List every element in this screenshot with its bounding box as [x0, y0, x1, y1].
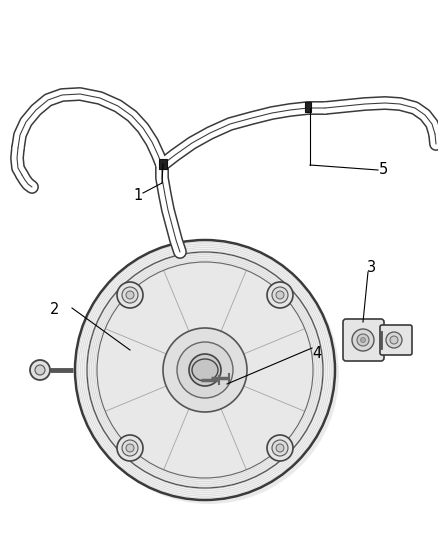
- Circle shape: [122, 287, 138, 303]
- Circle shape: [126, 444, 134, 452]
- FancyBboxPatch shape: [305, 102, 311, 112]
- Circle shape: [177, 342, 233, 398]
- Circle shape: [163, 328, 247, 412]
- Circle shape: [272, 440, 288, 456]
- Text: 4: 4: [312, 345, 321, 360]
- Circle shape: [117, 435, 143, 461]
- Circle shape: [122, 440, 138, 456]
- Circle shape: [75, 240, 335, 500]
- Circle shape: [272, 287, 288, 303]
- Text: 3: 3: [367, 261, 377, 276]
- Text: 2: 2: [50, 303, 60, 318]
- Circle shape: [276, 291, 284, 299]
- Text: 1: 1: [134, 189, 143, 204]
- FancyBboxPatch shape: [159, 159, 167, 169]
- Circle shape: [189, 354, 221, 386]
- Circle shape: [267, 282, 293, 308]
- Circle shape: [117, 282, 143, 308]
- Circle shape: [79, 244, 339, 504]
- Circle shape: [390, 336, 398, 344]
- Circle shape: [360, 337, 365, 343]
- FancyBboxPatch shape: [380, 325, 412, 355]
- Circle shape: [35, 365, 45, 375]
- Circle shape: [97, 262, 313, 478]
- FancyBboxPatch shape: [343, 319, 384, 361]
- Circle shape: [352, 329, 374, 351]
- Circle shape: [126, 291, 134, 299]
- Circle shape: [30, 360, 50, 380]
- Circle shape: [87, 252, 323, 488]
- Circle shape: [357, 334, 369, 346]
- Circle shape: [386, 332, 402, 348]
- Circle shape: [267, 435, 293, 461]
- Text: 5: 5: [378, 163, 388, 177]
- Circle shape: [276, 444, 284, 452]
- Ellipse shape: [192, 359, 218, 381]
